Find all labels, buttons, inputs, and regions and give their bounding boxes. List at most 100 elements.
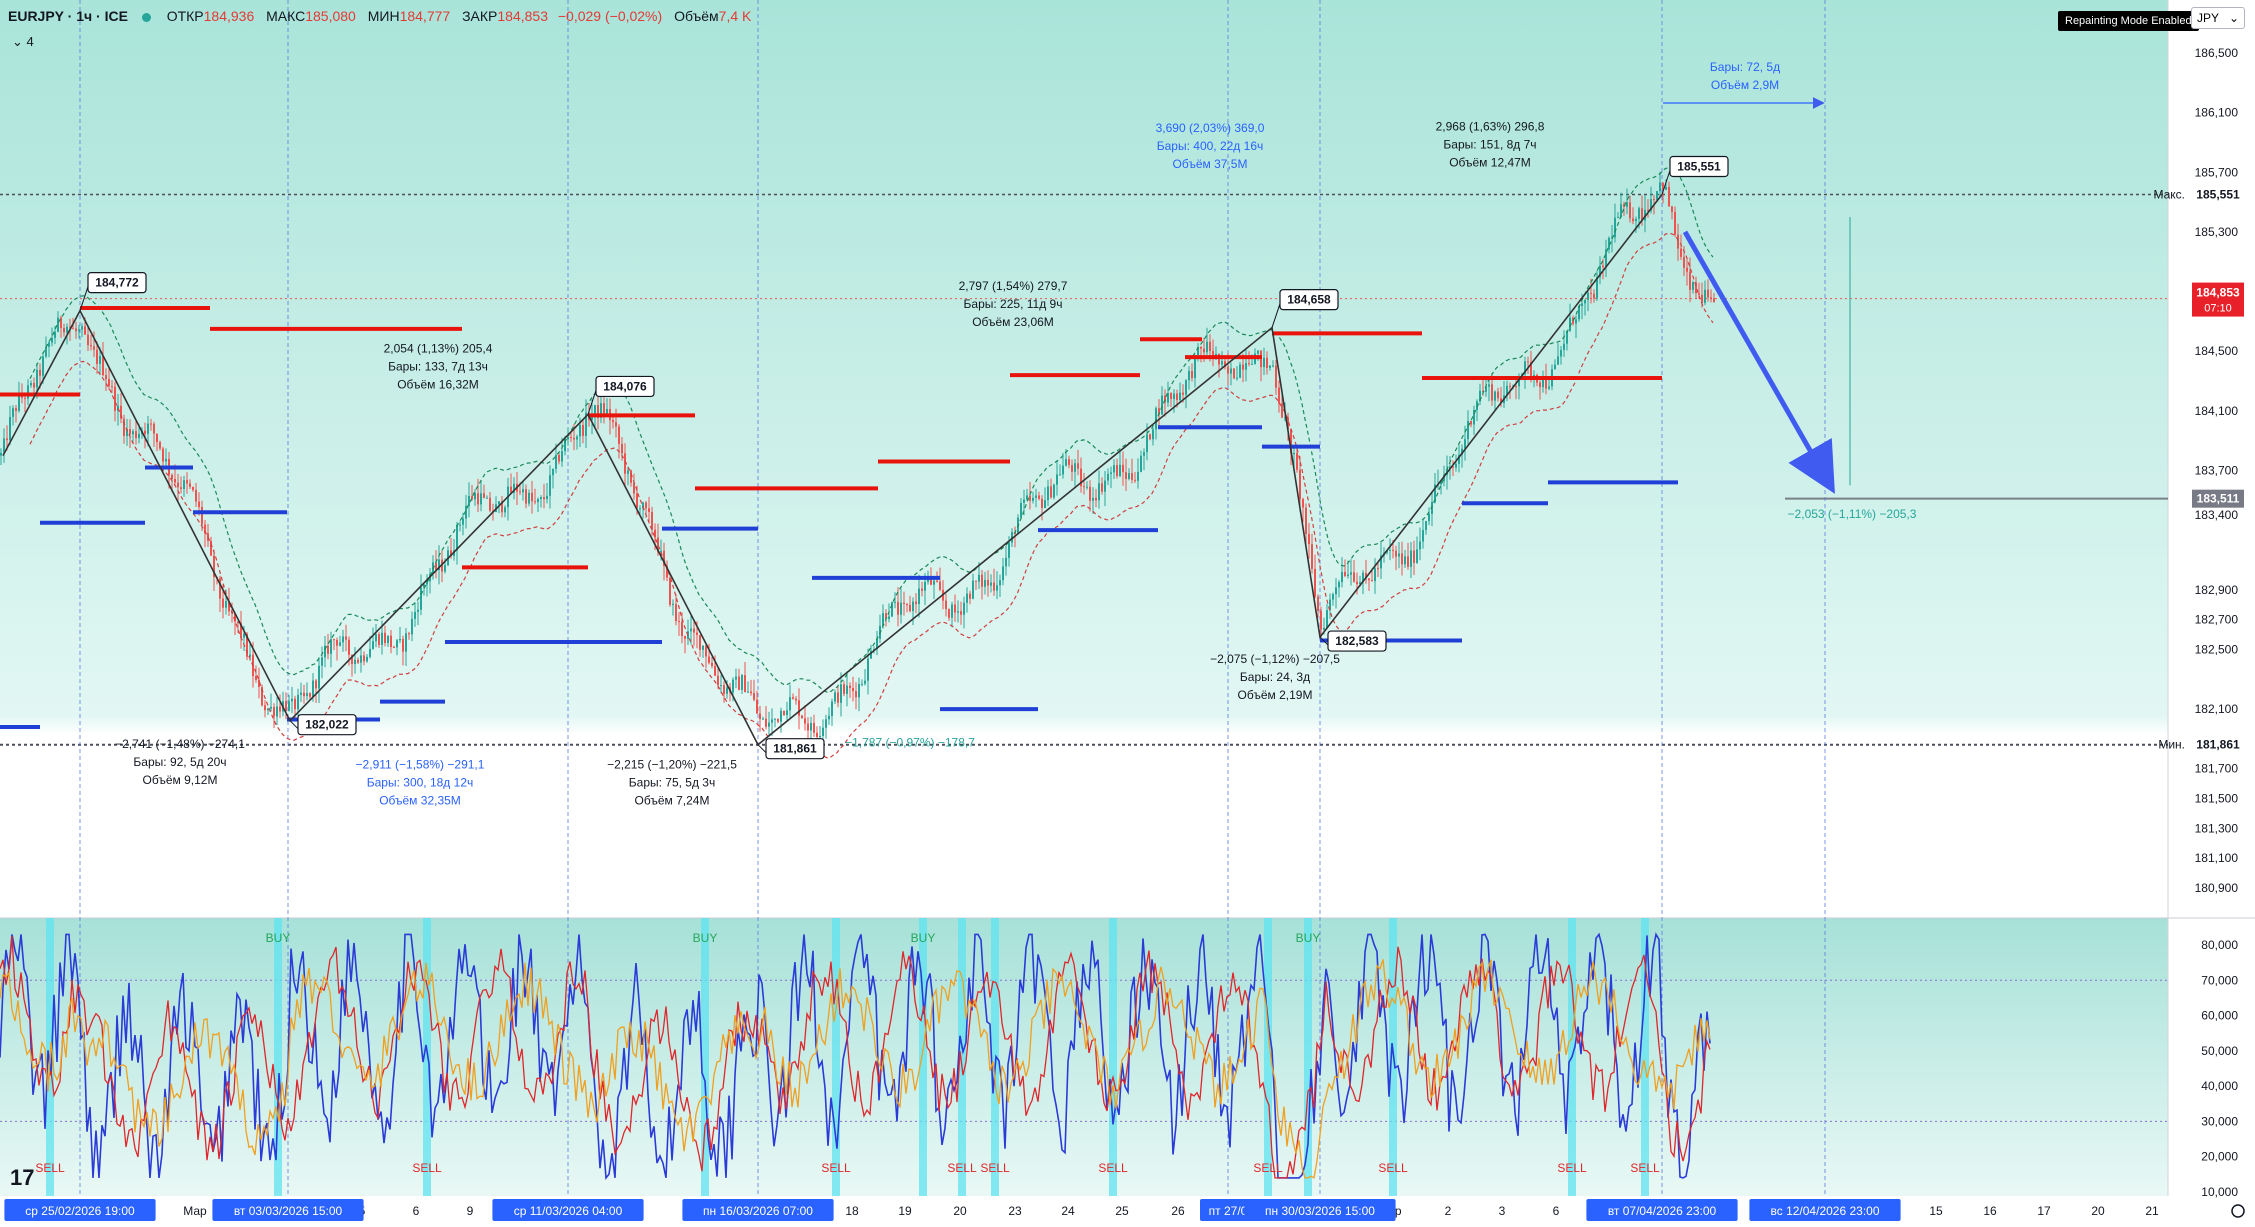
candle-body [1689, 271, 1691, 290]
osc-tick-label: 30,000 [2201, 1114, 2238, 1128]
candle-body [1473, 409, 1475, 425]
indicators-toggle[interactable]: ⌄ 4 [12, 34, 34, 50]
measurement-text: −2,053 (−1,11%) −205,3 [1788, 507, 1917, 521]
measurement-text: 3,690 (2,03%) 369,0 [1156, 121, 1265, 135]
candle-body [585, 412, 587, 436]
signal-band [1109, 918, 1117, 1196]
candle-body [1248, 363, 1250, 365]
symbol-name[interactable]: EURJPY · 1ч · ICE [8, 8, 128, 24]
candle-body [165, 458, 167, 462]
candle-body [1173, 393, 1175, 399]
candle-body [1614, 217, 1616, 238]
candle-body [1527, 361, 1529, 363]
measurement-text: −2,741 (−1,48%) −274,1 [115, 737, 245, 751]
volume-value: 7,4 K [718, 8, 752, 24]
candle-body [1560, 349, 1562, 357]
candle-body [33, 382, 35, 388]
candle-body [57, 317, 59, 332]
candle-body [1407, 556, 1409, 567]
candle-body [1461, 448, 1463, 455]
candle-body [978, 574, 980, 582]
candle-body [1095, 497, 1097, 501]
currency-select[interactable]: JPY ⌄ [2191, 7, 2245, 29]
candle-body [264, 705, 266, 711]
candle-body [861, 683, 863, 685]
candle-body [1116, 465, 1118, 477]
pivot-pointer [289, 720, 299, 730]
candle-body [759, 713, 761, 720]
candle-body [549, 475, 551, 496]
candle-body [669, 577, 671, 605]
candle-body [180, 487, 182, 489]
high-price-tag-caption: Макс. [2153, 188, 2185, 202]
candle-body [1359, 582, 1361, 585]
candle-body [123, 418, 125, 436]
candle-body [624, 453, 626, 474]
candle-body [63, 327, 65, 333]
candle-body [444, 565, 446, 572]
measurement-text: 2,797 (1,54%) 279,7 [959, 279, 1068, 293]
candle-body [474, 493, 476, 500]
candle-body [765, 718, 767, 727]
candle-body [105, 375, 107, 380]
candle-body [1476, 401, 1478, 410]
candle-body [366, 656, 368, 662]
candle-body [381, 632, 383, 645]
candle-body [1209, 341, 1211, 351]
candle-body [435, 562, 437, 571]
candle-body [249, 654, 251, 657]
candle-body [96, 349, 98, 364]
candle-body [660, 550, 662, 553]
price-tick-label: 184,500 [2195, 344, 2239, 358]
candle-body [915, 601, 917, 605]
symbol-header[interactable]: EURJPY · 1ч · ICE ОТКР184,936 МАКС185,08… [8, 8, 751, 24]
candle-body [750, 691, 752, 694]
candle-body [1587, 292, 1589, 300]
candle-body [408, 633, 410, 635]
candle-body [1506, 385, 1508, 396]
time-tick-label: 24 [1061, 1204, 1075, 1218]
time-highlight-label: ср 11/03/2026 04:00 [514, 1204, 623, 1218]
candle-body [1092, 497, 1094, 501]
candle-body [375, 634, 377, 642]
candle-body [744, 675, 746, 693]
candle-body [351, 654, 353, 665]
candle-body [9, 416, 11, 441]
candle-body [774, 718, 776, 720]
candle-body [147, 423, 149, 434]
candle-body [1338, 582, 1340, 588]
candle-body [1059, 474, 1061, 476]
candle-body [426, 581, 428, 585]
current-price-box [2192, 282, 2244, 317]
candle-body [1545, 376, 1547, 389]
candle-body [1635, 218, 1637, 222]
candle-body [1455, 463, 1457, 468]
candle-body [1641, 208, 1643, 221]
candle-body [297, 694, 299, 710]
candle-body [99, 355, 101, 364]
candle-body [228, 601, 230, 612]
measurement-text: Бары: 24, 3д [1240, 670, 1310, 684]
high-label: МАКС [266, 8, 306, 24]
candle-body [1584, 299, 1586, 304]
candle-body [102, 355, 104, 376]
candle-body [1326, 610, 1328, 628]
time-tick-label: 17 [2037, 1204, 2051, 1218]
candle-body [834, 692, 836, 702]
candle-body [519, 491, 521, 493]
candle-body [963, 602, 965, 615]
pivot-pointer [757, 744, 767, 754]
candle-body [747, 691, 749, 693]
candle-body [66, 326, 68, 333]
candle-body [273, 706, 275, 717]
candle-body [594, 404, 596, 415]
candle-body [984, 579, 986, 587]
candle-body [1335, 587, 1337, 595]
chevron-down-icon: ⌄ [12, 34, 23, 49]
candle-body [1464, 439, 1466, 449]
candle-body [1107, 473, 1109, 481]
candle-body [792, 697, 794, 699]
